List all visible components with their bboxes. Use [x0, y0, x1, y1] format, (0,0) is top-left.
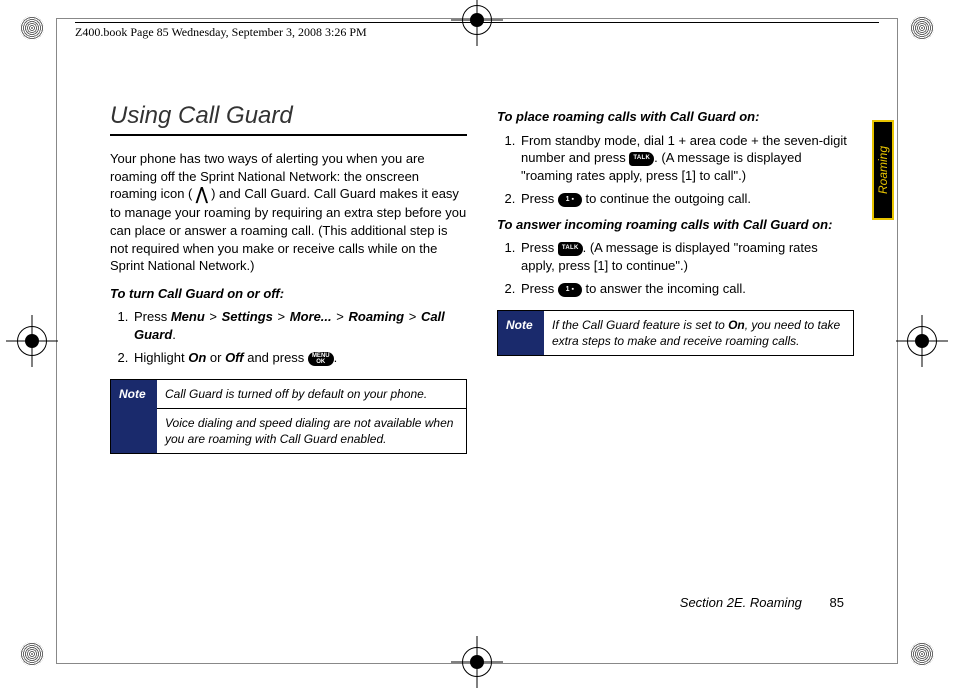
note-row: Call Guard is turned off by default on y… — [157, 380, 466, 408]
step-item: Highlight On or Off and press MENU OK. — [132, 349, 467, 367]
note-label: Note — [111, 380, 157, 454]
step-item: Press TALK. (A message is displayed "roa… — [519, 239, 854, 274]
place-calls-heading: To place roaming calls with Call Guard o… — [497, 108, 854, 126]
page-content: Using Call Guard Your phone has two ways… — [110, 100, 854, 622]
step-item: Press 1 ▪ to answer the incoming call. — [519, 280, 854, 298]
registration-mark-icon — [455, 640, 499, 684]
registration-mark-icon — [10, 319, 54, 363]
registration-mark-icon — [900, 319, 944, 363]
answer-steps: Press TALK. (A message is displayed "roa… — [497, 239, 854, 298]
title-rule — [110, 134, 467, 136]
note-row: If the Call Guard feature is set to On, … — [544, 311, 853, 355]
place-steps: From standby mode, dial 1 + area code + … — [497, 132, 854, 208]
menu-path: Menu > Settings > More... > Roaming > Ca… — [134, 309, 445, 342]
document-header: Z400.book Page 85 Wednesday, September 3… — [75, 22, 879, 40]
one-key-icon: 1 ▪ — [558, 193, 582, 207]
crop-ornament-icon — [910, 642, 934, 666]
step-item: Press 1 ▪ to continue the outgoing call. — [519, 190, 854, 208]
note-label: Note — [498, 311, 544, 355]
section-footer-text: Section 2E. Roaming — [680, 595, 802, 610]
crop-ornament-icon — [910, 16, 934, 40]
crop-ornament-icon — [20, 16, 44, 40]
roaming-icon: ⋀ — [196, 183, 207, 206]
answer-calls-heading: To answer incoming roaming calls with Ca… — [497, 216, 854, 234]
intro-paragraph: Your phone has two ways of alerting you … — [110, 150, 467, 274]
turn-on-off-heading: To turn Call Guard on or off: — [110, 285, 467, 303]
header-text: Z400.book Page 85 Wednesday, September 3… — [75, 25, 367, 39]
note-box: Note Call Guard is turned off by default… — [110, 379, 467, 455]
step-item: Press Menu > Settings > More... > Roamin… — [132, 308, 467, 343]
page-footer: Section 2E. Roaming 85 — [680, 595, 844, 610]
note-body: Call Guard is turned off by default on y… — [157, 380, 466, 454]
crop-ornament-icon — [20, 642, 44, 666]
turn-steps: Press Menu > Settings > More... > Roamin… — [110, 308, 467, 367]
menu-ok-key-icon: MENU OK — [308, 352, 334, 366]
right-column: To place roaming calls with Call Guard o… — [497, 100, 854, 622]
left-column: Using Call Guard Your phone has two ways… — [110, 100, 467, 622]
section-side-tab: Roaming — [872, 120, 894, 220]
note-body: If the Call Guard feature is set to On, … — [544, 311, 853, 355]
talk-key-icon: TALK — [558, 242, 583, 256]
note-row: Voice dialing and speed dialing are not … — [157, 408, 466, 453]
section-title: Using Call Guard — [110, 100, 467, 132]
side-tab-label: Roaming — [876, 146, 890, 194]
step-item: From standby mode, dial 1 + area code + … — [519, 132, 854, 185]
page-number: 85 — [830, 595, 844, 610]
talk-key-icon: TALK — [629, 152, 654, 166]
one-key-icon: 1 ▪ — [558, 283, 582, 297]
note-box: Note If the Call Guard feature is set to… — [497, 310, 854, 356]
